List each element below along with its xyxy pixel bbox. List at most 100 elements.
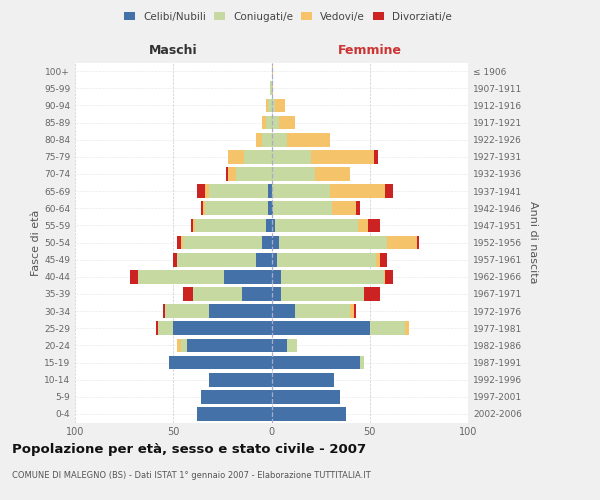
Bar: [193, 218, 195, 232]
Bar: [268, 202, 271, 215]
Bar: [271, 356, 360, 370]
Bar: [380, 253, 388, 266]
Bar: [209, 373, 271, 386]
Bar: [385, 270, 394, 283]
Bar: [130, 270, 138, 283]
Legend: Celibi/Nubili, Coniugati/e, Vedovi/e, Divorziati/e: Celibi/Nubili, Coniugati/e, Vedovi/e, Di…: [120, 8, 456, 26]
Bar: [271, 150, 311, 164]
Bar: [280, 116, 295, 130]
Bar: [271, 184, 331, 198]
Bar: [163, 304, 166, 318]
Bar: [271, 167, 315, 181]
Text: Maschi: Maschi: [149, 44, 197, 58]
Bar: [183, 236, 262, 250]
Bar: [405, 322, 409, 335]
Bar: [360, 356, 364, 370]
Bar: [271, 253, 277, 266]
Bar: [197, 407, 271, 421]
Bar: [183, 287, 193, 301]
Bar: [177, 236, 181, 250]
Bar: [181, 338, 187, 352]
Bar: [358, 218, 368, 232]
Bar: [201, 390, 271, 404]
Bar: [205, 184, 209, 198]
Bar: [266, 98, 268, 112]
Bar: [197, 184, 205, 198]
Bar: [262, 133, 271, 146]
Bar: [262, 236, 271, 250]
Bar: [195, 218, 266, 232]
Bar: [356, 202, 360, 215]
Bar: [181, 236, 183, 250]
Bar: [203, 202, 205, 215]
Bar: [173, 322, 271, 335]
Bar: [228, 150, 244, 164]
Bar: [370, 322, 405, 335]
Bar: [244, 150, 271, 164]
Bar: [173, 253, 177, 266]
Bar: [274, 202, 332, 215]
Bar: [268, 184, 271, 198]
Bar: [271, 407, 346, 421]
Bar: [226, 167, 228, 181]
Bar: [277, 253, 376, 266]
Bar: [368, 218, 380, 232]
Bar: [271, 322, 370, 335]
Bar: [350, 304, 354, 318]
Text: COMUNE DI MALEGNO (BS) - Dati ISTAT 1° gennaio 2007 - Elaborazione TUTTITALIA.IT: COMUNE DI MALEGNO (BS) - Dati ISTAT 1° g…: [12, 471, 371, 480]
Text: Femmine: Femmine: [338, 44, 402, 58]
Bar: [383, 270, 385, 283]
Bar: [271, 64, 274, 78]
Bar: [280, 236, 388, 250]
Bar: [205, 202, 268, 215]
Bar: [201, 202, 203, 215]
Bar: [275, 98, 285, 112]
Bar: [271, 218, 275, 232]
Bar: [155, 322, 158, 335]
Bar: [262, 116, 266, 130]
Bar: [209, 184, 268, 198]
Bar: [271, 82, 274, 95]
Bar: [271, 287, 281, 301]
Bar: [271, 236, 280, 250]
Bar: [271, 390, 340, 404]
Bar: [268, 98, 271, 112]
Y-axis label: Fasce di età: Fasce di età: [31, 210, 41, 276]
Bar: [158, 322, 173, 335]
Bar: [228, 167, 236, 181]
Y-axis label: Anni di nascita: Anni di nascita: [527, 201, 538, 284]
Bar: [224, 270, 271, 283]
Bar: [374, 150, 377, 164]
Bar: [269, 82, 271, 95]
Bar: [417, 236, 419, 250]
Bar: [281, 287, 364, 301]
Bar: [266, 116, 271, 130]
Bar: [281, 270, 383, 283]
Bar: [295, 304, 350, 318]
Bar: [177, 253, 256, 266]
Bar: [236, 167, 271, 181]
Bar: [388, 236, 417, 250]
Bar: [209, 304, 271, 318]
Bar: [315, 167, 350, 181]
Bar: [166, 304, 209, 318]
Bar: [385, 184, 394, 198]
Bar: [271, 338, 287, 352]
Bar: [266, 218, 271, 232]
Bar: [364, 287, 380, 301]
Bar: [271, 270, 281, 283]
Bar: [332, 202, 356, 215]
Bar: [138, 270, 224, 283]
Bar: [271, 116, 280, 130]
Bar: [271, 133, 287, 146]
Bar: [354, 304, 356, 318]
Bar: [169, 356, 271, 370]
Bar: [177, 338, 181, 352]
Bar: [331, 184, 385, 198]
Bar: [376, 253, 380, 266]
Bar: [287, 338, 297, 352]
Bar: [271, 373, 334, 386]
Bar: [271, 304, 295, 318]
Bar: [191, 218, 193, 232]
Bar: [256, 133, 262, 146]
